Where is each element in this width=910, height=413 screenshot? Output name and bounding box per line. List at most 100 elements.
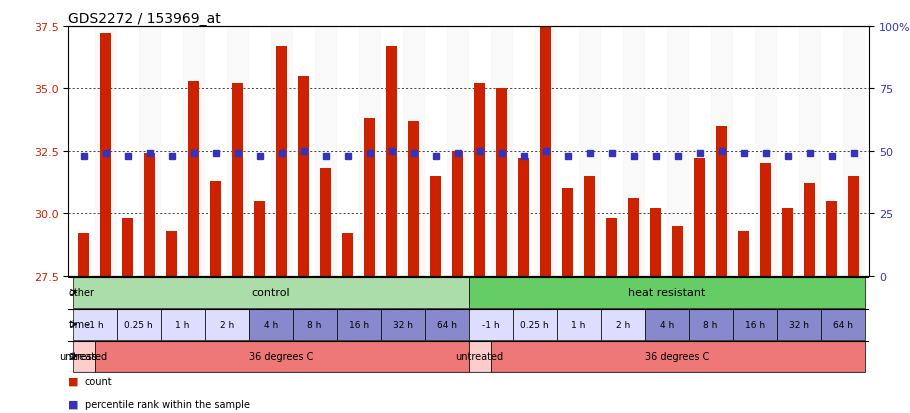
Bar bbox=[601, 27, 622, 276]
Text: time: time bbox=[68, 319, 91, 330]
Bar bbox=[138, 27, 161, 276]
Bar bbox=[210, 181, 221, 276]
Bar bbox=[622, 27, 644, 276]
Bar bbox=[73, 309, 116, 340]
Bar bbox=[584, 176, 595, 276]
Bar bbox=[337, 27, 359, 276]
Text: 0.25 h: 0.25 h bbox=[125, 320, 153, 329]
Text: 2 h: 2 h bbox=[615, 320, 630, 329]
Bar bbox=[469, 27, 490, 276]
Bar bbox=[606, 219, 617, 276]
Bar bbox=[409, 122, 420, 276]
Text: 64 h: 64 h bbox=[437, 320, 457, 329]
Bar bbox=[496, 89, 507, 276]
Text: 36 degrees C: 36 degrees C bbox=[249, 351, 314, 361]
Text: ■: ■ bbox=[68, 399, 79, 408]
Bar bbox=[402, 27, 425, 276]
Bar bbox=[161, 27, 183, 276]
Bar bbox=[557, 309, 601, 340]
Bar bbox=[689, 309, 733, 340]
Bar bbox=[557, 27, 579, 276]
Bar bbox=[541, 27, 551, 276]
Bar bbox=[359, 27, 380, 276]
Bar bbox=[293, 309, 337, 340]
Bar bbox=[248, 309, 293, 340]
Bar bbox=[469, 341, 490, 372]
Bar bbox=[386, 47, 397, 276]
Bar bbox=[490, 27, 512, 276]
Bar bbox=[628, 199, 639, 276]
Bar bbox=[667, 27, 689, 276]
Text: 36 degrees C: 36 degrees C bbox=[645, 351, 710, 361]
Text: heat resistant: heat resistant bbox=[628, 287, 705, 298]
Bar bbox=[760, 164, 771, 276]
Bar bbox=[452, 152, 463, 276]
Bar bbox=[188, 82, 199, 276]
Bar bbox=[843, 27, 864, 276]
Text: 4 h: 4 h bbox=[660, 320, 673, 329]
Bar bbox=[293, 27, 315, 276]
Text: 2 h: 2 h bbox=[219, 320, 234, 329]
Bar bbox=[232, 84, 243, 276]
Bar bbox=[95, 27, 116, 276]
Text: count: count bbox=[85, 376, 112, 386]
Bar bbox=[776, 309, 821, 340]
Text: GDS2272 / 153969_at: GDS2272 / 153969_at bbox=[68, 12, 221, 26]
Bar bbox=[73, 277, 469, 308]
Bar bbox=[276, 47, 288, 276]
Bar bbox=[826, 202, 837, 276]
Bar bbox=[738, 231, 749, 276]
Bar bbox=[227, 27, 248, 276]
Bar bbox=[73, 341, 95, 372]
Bar bbox=[672, 226, 683, 276]
Text: -1 h: -1 h bbox=[481, 320, 500, 329]
Bar bbox=[650, 209, 662, 276]
Bar bbox=[73, 27, 95, 276]
Bar bbox=[364, 119, 375, 276]
Bar bbox=[144, 154, 155, 276]
Bar bbox=[562, 189, 573, 276]
Bar bbox=[512, 309, 557, 340]
Bar bbox=[579, 27, 601, 276]
Text: 1 h: 1 h bbox=[571, 320, 586, 329]
Text: 8 h: 8 h bbox=[703, 320, 718, 329]
Bar bbox=[447, 27, 469, 276]
Bar bbox=[783, 209, 794, 276]
Bar bbox=[315, 27, 337, 276]
Bar bbox=[474, 84, 485, 276]
Bar bbox=[122, 219, 133, 276]
Bar bbox=[205, 309, 248, 340]
Bar bbox=[776, 27, 799, 276]
Text: 16 h: 16 h bbox=[744, 320, 764, 329]
Text: 0.25 h: 0.25 h bbox=[521, 320, 549, 329]
Bar bbox=[512, 27, 535, 276]
Bar bbox=[733, 27, 754, 276]
Bar bbox=[380, 309, 425, 340]
Text: ■: ■ bbox=[68, 376, 79, 386]
Bar bbox=[161, 309, 205, 340]
Bar bbox=[821, 309, 864, 340]
Bar bbox=[298, 77, 309, 276]
Bar bbox=[116, 27, 138, 276]
Bar bbox=[716, 127, 727, 276]
Bar bbox=[848, 176, 859, 276]
Bar bbox=[205, 27, 227, 276]
Bar bbox=[601, 309, 644, 340]
Text: -1 h: -1 h bbox=[86, 320, 104, 329]
Bar bbox=[535, 27, 557, 276]
Bar bbox=[711, 27, 733, 276]
Bar bbox=[804, 184, 815, 276]
Bar bbox=[248, 27, 270, 276]
Bar bbox=[490, 341, 864, 372]
Bar bbox=[100, 34, 111, 276]
Text: untreated: untreated bbox=[59, 351, 107, 361]
Bar bbox=[799, 27, 821, 276]
Bar bbox=[821, 27, 843, 276]
Bar bbox=[183, 27, 205, 276]
Text: 16 h: 16 h bbox=[349, 320, 369, 329]
Bar bbox=[380, 27, 402, 276]
Bar bbox=[95, 341, 469, 372]
Text: 8 h: 8 h bbox=[308, 320, 322, 329]
Bar bbox=[754, 27, 776, 276]
Bar bbox=[733, 309, 776, 340]
